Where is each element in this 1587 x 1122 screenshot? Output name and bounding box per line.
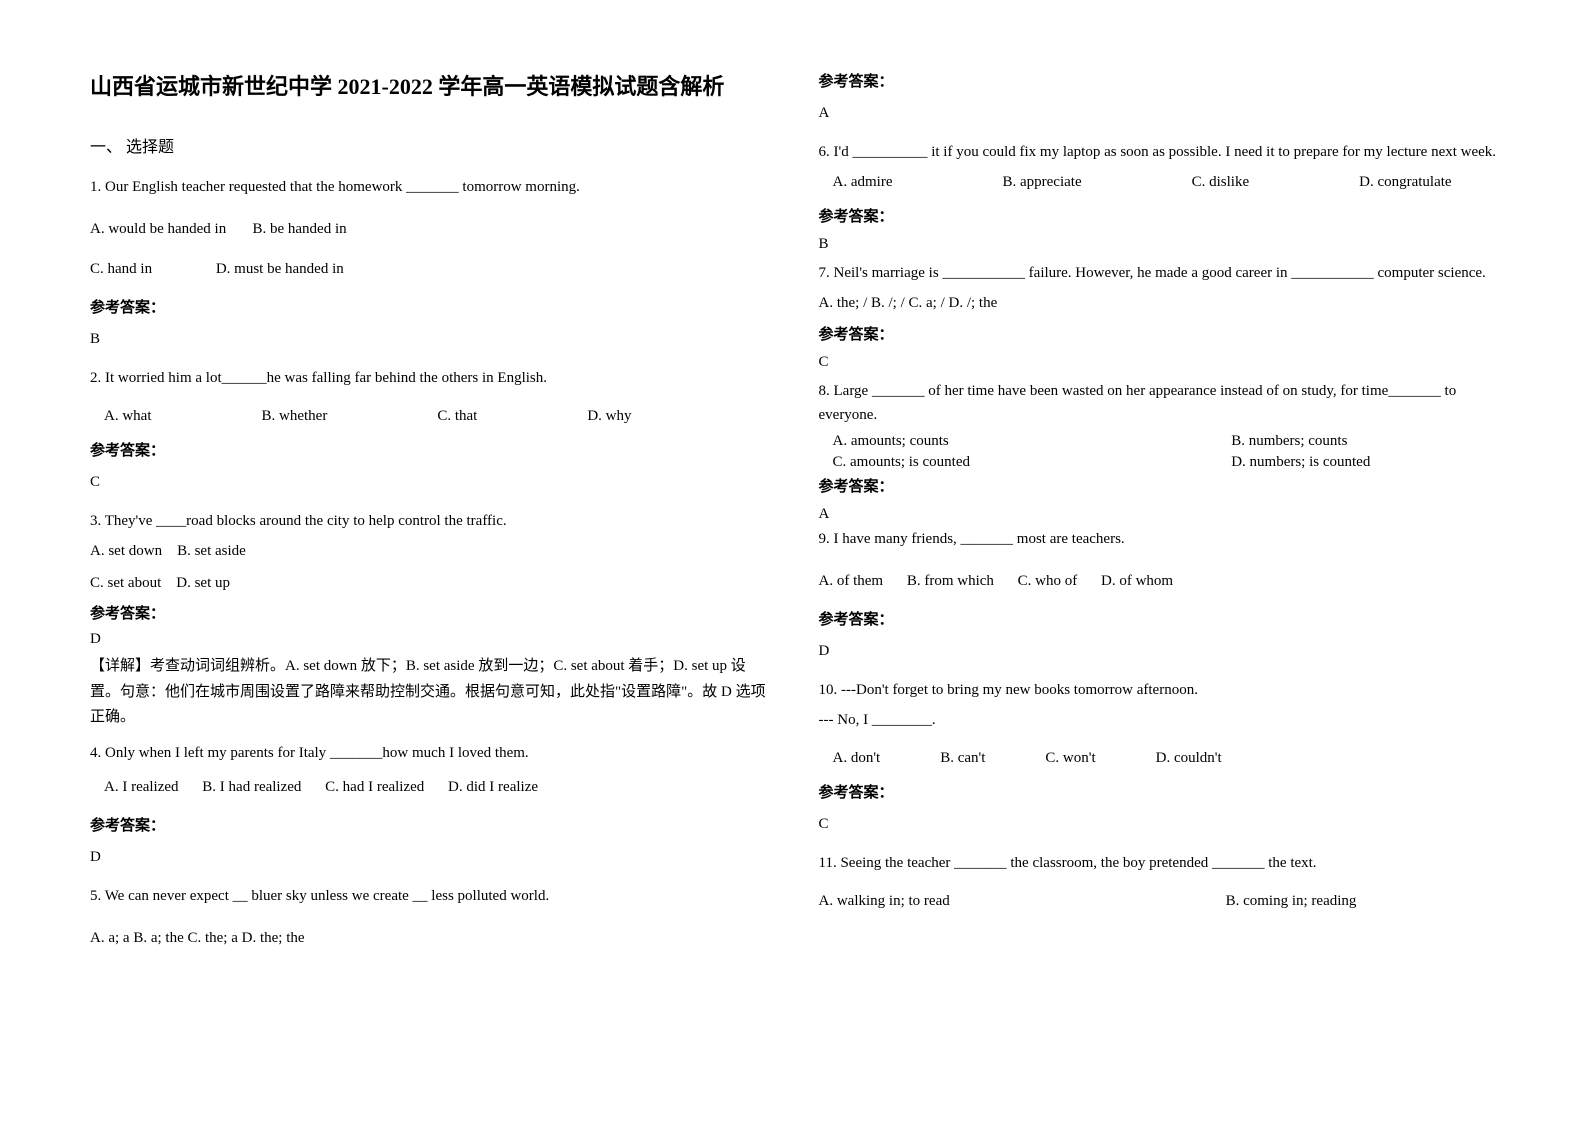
question-2-options: A. what B. whether C. that D. why — [90, 408, 769, 425]
q3-answer-label: 参考答案： — [90, 602, 769, 623]
q3-option-c: C. set about — [90, 575, 161, 591]
question-11-text: 11. Seeing the teacher _______ the class… — [819, 851, 1498, 875]
q6-option-a: A. admire — [833, 174, 893, 191]
q6-option-b: B. appreciate — [1002, 174, 1081, 191]
q4-answer: D — [90, 849, 769, 866]
question-7-text: 7. Neil's marriage is ___________ failur… — [819, 261, 1498, 285]
q2-option-d: D. why — [587, 408, 631, 425]
q3-explanation: 【详解】考查动词词组辨析。A. set down 放下；B. set aside… — [90, 654, 769, 731]
q9-option-b: B. from which — [907, 573, 994, 589]
question-8-options-row2: C. amounts; is counted D. numbers; is co… — [819, 454, 1498, 471]
q4-option-b: B. I had realized — [202, 779, 301, 795]
q7-answer-label: 参考答案： — [819, 323, 1498, 344]
q9-option-c: C. who of — [1018, 573, 1078, 589]
question-2-text: 2. It worried him a lot______he was fall… — [90, 366, 769, 390]
q10-answer: C — [819, 816, 1498, 833]
question-1-options-row2: C. hand in D. must be handed in — [90, 257, 769, 283]
question-8-options-row1: A. amounts; counts B. numbers; counts — [819, 433, 1498, 450]
question-3-options-row2: C. set about D. set up — [90, 571, 769, 597]
q1-option-a: A. would be handed in — [90, 221, 226, 237]
question-1-options-row1: A. would be handed in B. be handed in — [90, 217, 769, 243]
q7-answer: C — [819, 354, 1498, 371]
q10-answer-label: 参考答案： — [819, 781, 1498, 802]
q10-option-d: D. couldn't — [1156, 750, 1222, 767]
q2-answer-label: 参考答案： — [90, 439, 769, 460]
q1-option-b: B. be handed in — [252, 221, 346, 237]
q2-option-b: B. whether — [262, 408, 328, 425]
question-8-text: 8. Large _______ of her time have been w… — [819, 379, 1498, 427]
q9-answer-label: 参考答案： — [819, 608, 1498, 629]
q3-option-b: B. set aside — [177, 543, 246, 559]
question-3-options-row1: A. set down B. set aside — [90, 539, 769, 565]
question-5-options: A. a; a B. a; the C. the; a D. the; the — [90, 926, 769, 952]
q5-answer: A — [819, 105, 1498, 122]
q11-option-a: A. walking in; to read — [819, 893, 1226, 910]
q2-answer: C — [90, 474, 769, 491]
q1-option-c: C. hand in — [90, 261, 152, 277]
question-4-text: 4. Only when I left my parents for Italy… — [90, 741, 769, 765]
q3-answer: D — [90, 631, 769, 648]
q3-option-a: A. set down — [90, 543, 162, 559]
q2-option-a: A. what — [104, 408, 152, 425]
q6-answer-label: 参考答案： — [819, 205, 1498, 226]
q4-answer-label: 参考答案： — [90, 814, 769, 835]
q8-option-a: A. amounts; counts — [833, 433, 1232, 450]
question-10-options: A. don't B. can't C. won't D. couldn't — [819, 750, 1498, 767]
question-6-text: 6. I'd __________ it if you could fix my… — [819, 140, 1498, 164]
question-4-options: A. I realized B. I had realized C. had I… — [90, 775, 769, 801]
question-10-text: 10. ---Don't forget to bring my new book… — [819, 678, 1498, 702]
q6-option-d: D. congratulate — [1359, 174, 1451, 191]
question-1-text: 1. Our English teacher requested that th… — [90, 175, 769, 199]
question-3-text: 3. They've ____road blocks around the ci… — [90, 509, 769, 533]
question-9-text: 9. I have many friends, _______ most are… — [819, 527, 1498, 551]
q1-answer: B — [90, 331, 769, 348]
q1-answer-label: 参考答案： — [90, 296, 769, 317]
q11-option-b: B. coming in; reading — [1226, 893, 1497, 910]
left-column: 山西省运城市新世纪中学 2021-2022 学年高一英语模拟试题含解析 一、 选… — [90, 70, 769, 966]
q8-option-c: C. amounts; is counted — [833, 454, 1232, 471]
q9-option-d: D. of whom — [1101, 573, 1173, 589]
q8-option-d: D. numbers; is counted — [1231, 454, 1497, 471]
page-container: 山西省运城市新世纪中学 2021-2022 学年高一英语模拟试题含解析 一、 选… — [0, 0, 1587, 1006]
question-7-options: A. the; / B. /; / C. a; / D. /; the — [819, 291, 1498, 317]
q8-answer: A — [819, 506, 1498, 523]
q8-option-b: B. numbers; counts — [1231, 433, 1497, 450]
q5-answer-label: 参考答案： — [819, 70, 1498, 91]
q4-option-c: C. had I realized — [325, 779, 424, 795]
q10-option-b: B. can't — [940, 750, 985, 767]
question-5-text: 5. We can never expect __ bluer sky unle… — [90, 884, 769, 908]
question-9-options: A. of them B. from which C. who of D. of… — [819, 569, 1498, 595]
question-11-options: A. walking in; to read B. coming in; rea… — [819, 893, 1498, 910]
question-10-text2: --- No, I ________. — [819, 708, 1498, 732]
section-heading: 一、 选择题 — [90, 133, 769, 157]
q1-option-d: D. must be handed in — [216, 261, 344, 277]
document-title: 山西省运城市新世纪中学 2021-2022 学年高一英语模拟试题含解析 — [90, 70, 769, 103]
q8-answer-label: 参考答案： — [819, 475, 1498, 496]
right-column: 参考答案： A 6. I'd __________ it if you coul… — [819, 70, 1498, 966]
q4-option-d: D. did I realize — [448, 779, 538, 795]
q4-option-a: A. I realized — [104, 779, 179, 795]
q6-option-c: C. dislike — [1192, 174, 1250, 191]
q9-option-a: A. of them — [819, 573, 884, 589]
question-6-options: A. admire B. appreciate C. dislike D. co… — [819, 174, 1498, 191]
q10-option-a: A. don't — [833, 750, 881, 767]
q10-option-c: C. won't — [1045, 750, 1095, 767]
q6-answer: B — [819, 236, 1498, 253]
q2-option-c: C. that — [437, 408, 477, 425]
q9-answer: D — [819, 643, 1498, 660]
q3-option-d: D. set up — [176, 575, 230, 591]
